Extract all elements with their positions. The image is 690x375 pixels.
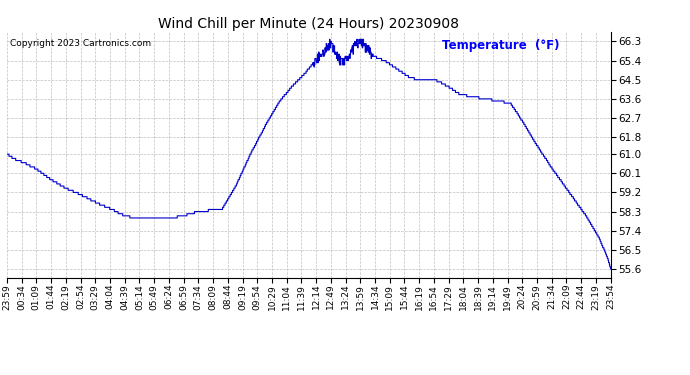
Title: Wind Chill per Minute (24 Hours) 20230908: Wind Chill per Minute (24 Hours) 2023090… bbox=[158, 17, 460, 31]
Text: Temperature  (°F): Temperature (°F) bbox=[442, 39, 559, 52]
Text: Copyright 2023 Cartronics.com: Copyright 2023 Cartronics.com bbox=[10, 39, 151, 48]
